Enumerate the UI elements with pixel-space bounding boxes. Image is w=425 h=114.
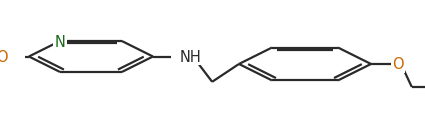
Text: N: N [54, 34, 65, 49]
Text: O: O [392, 57, 404, 72]
Text: O: O [0, 50, 8, 64]
Text: NH: NH [180, 50, 201, 64]
